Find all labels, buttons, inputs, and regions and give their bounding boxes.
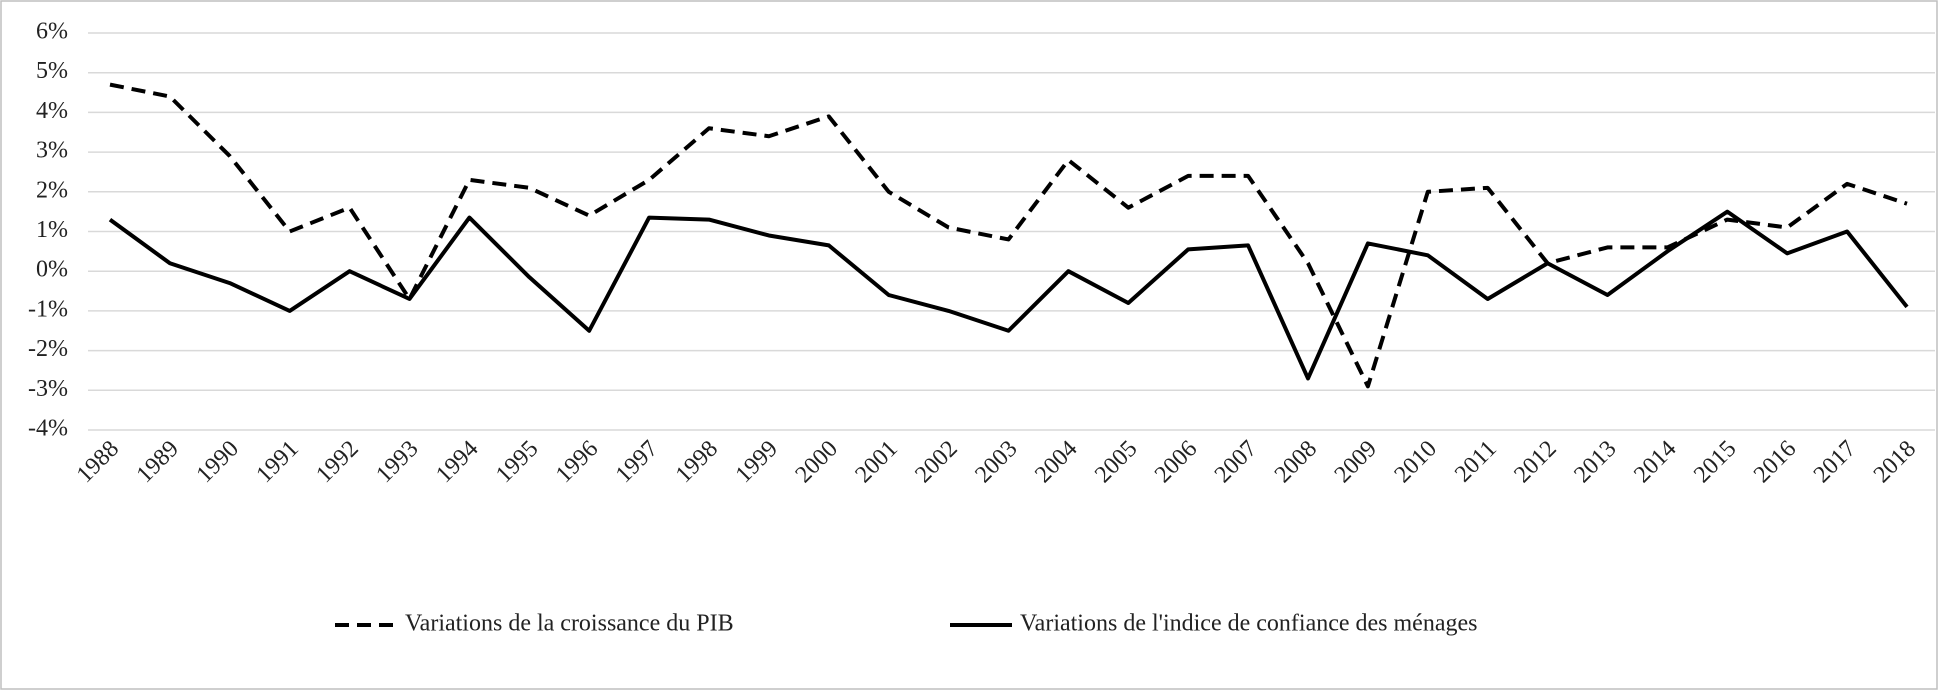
y-tick-label: 3% (36, 138, 68, 164)
legend-label: Variations de la croissance du PIB (405, 611, 734, 637)
y-tick-label: 1% (36, 217, 68, 243)
legend-label: Variations de l'indice de confiance des … (1020, 611, 1477, 637)
y-tick-label: 6% (36, 19, 68, 45)
y-tick-label: 4% (36, 98, 68, 124)
y-tick-label: 5% (36, 58, 68, 84)
y-tick-label: -1% (28, 296, 68, 322)
y-tick-label: -3% (28, 376, 68, 402)
y-tick-label: -4% (28, 416, 68, 442)
line-series (108, 209, 1909, 381)
y-tick-label: -2% (28, 336, 68, 362)
y-tick-label: 0% (36, 257, 68, 283)
line-series (109, 82, 1908, 389)
y-tick-label: 2% (36, 177, 68, 203)
